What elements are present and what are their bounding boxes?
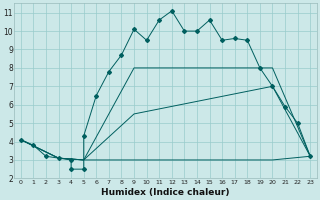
- X-axis label: Humidex (Indice chaleur): Humidex (Indice chaleur): [101, 188, 230, 197]
